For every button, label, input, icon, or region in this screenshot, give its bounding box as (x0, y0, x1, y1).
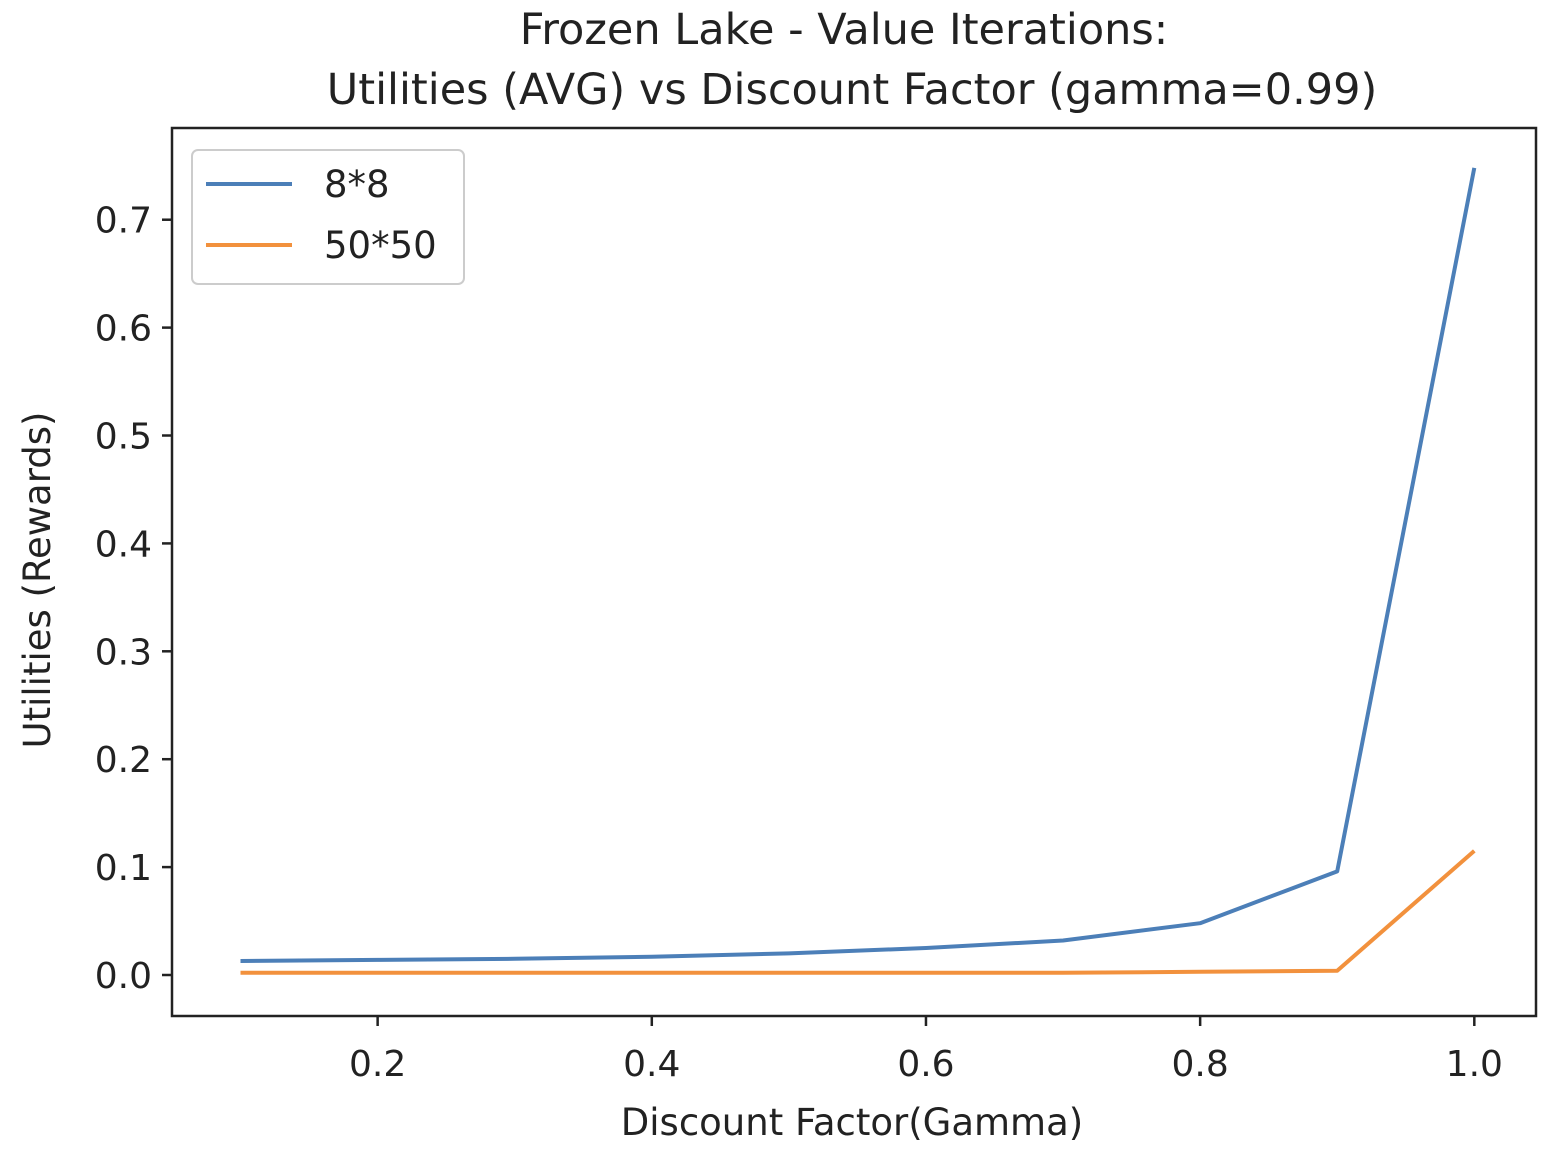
legend-label-8x8: 8*8 (324, 163, 390, 206)
y-axis-label: Utilities (Rewards) (16, 412, 59, 749)
chart-title-line1: Frozen Lake - Value Iterations: (520, 5, 1169, 55)
x-tick-label: 1.0 (1446, 1044, 1503, 1085)
x-axis-label: Discount Factor(Gamma) (621, 1101, 1083, 1144)
plot-frame (170, 126, 1538, 1018)
y-tick-label: 0.4 (95, 524, 152, 565)
x-tick-label: 0.4 (623, 1044, 680, 1085)
y-tick-label: 0.2 (95, 740, 152, 781)
x-tick-label: 0.2 (349, 1044, 406, 1085)
plot-area (240, 167, 1477, 975)
y-tick-label: 0.6 (95, 309, 152, 350)
y-axis: 0.0 0.1 0.2 0.3 0.4 0.5 0.6 0.7 (95, 201, 172, 997)
x-tick-label: 0.6 (897, 1044, 954, 1085)
series-line-8x8 (240, 167, 1477, 963)
x-axis: 0.2 0.4 0.6 0.8 1.0 (349, 1016, 1503, 1085)
legend: 8*8 50*50 (191, 149, 465, 285)
y-tick-label: 0.3 (95, 632, 152, 673)
x-tick-label: 0.8 (1172, 1044, 1229, 1085)
chart-title-line2: Utilities (AVG) vs Discount Factor (gamm… (327, 65, 1377, 115)
y-tick-label: 0.1 (95, 848, 152, 889)
y-tick-label: 0.7 (95, 201, 152, 242)
series-line-50x50 (240, 849, 1476, 975)
legend-label-50x50: 50*50 (324, 224, 437, 267)
y-tick-label: 0.0 (95, 956, 152, 997)
y-tick-label: 0.5 (95, 417, 152, 458)
